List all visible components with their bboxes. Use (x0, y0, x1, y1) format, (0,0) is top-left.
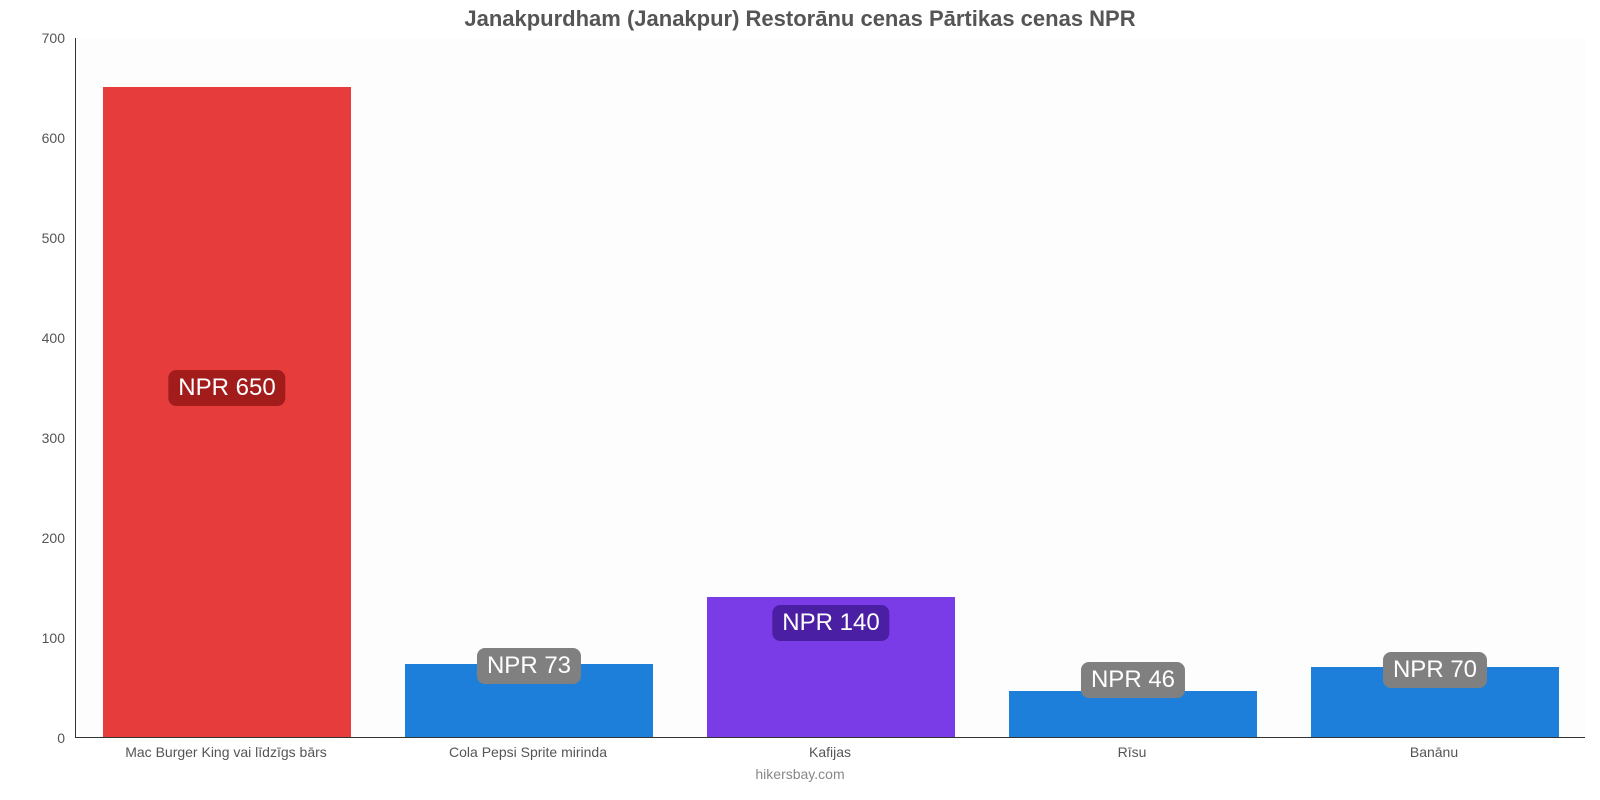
bar-value-label: NPR 73 (477, 648, 581, 684)
chart-title: Janakpurdham (Janakpur) Restorānu cenas … (0, 6, 1600, 32)
bar-value-label: NPR 70 (1383, 652, 1487, 688)
plot-area: NPR 650 NPR 73 NPR 140 NPR 46 NPR 70 (75, 38, 1585, 738)
y-tick-label: 100 (0, 630, 75, 646)
y-tick-label: 200 (0, 530, 75, 546)
bar-value-label: NPR 140 (772, 605, 889, 641)
y-tick-label: 300 (0, 430, 75, 446)
y-tick-label: 0 (0, 730, 75, 746)
y-tick-label: 700 (0, 30, 75, 46)
bar-value-label: NPR 46 (1081, 662, 1185, 698)
x-category-label: Cola Pepsi Sprite mirinda (449, 744, 607, 760)
bar (103, 87, 351, 737)
y-tick-label: 600 (0, 130, 75, 146)
x-category-label: Banānu (1410, 744, 1458, 760)
price-bar-chart: Janakpurdham (Janakpur) Restorānu cenas … (0, 0, 1600, 800)
x-category-label: Mac Burger King vai līdzīgs bārs (125, 744, 327, 760)
x-category-label: Kafijas (809, 744, 851, 760)
y-tick-label: 500 (0, 230, 75, 246)
y-tick-label: 400 (0, 330, 75, 346)
x-category-label: Rīsu (1118, 744, 1147, 760)
chart-footer: hikersbay.com (0, 766, 1600, 782)
bar-value-label: NPR 650 (168, 370, 285, 406)
